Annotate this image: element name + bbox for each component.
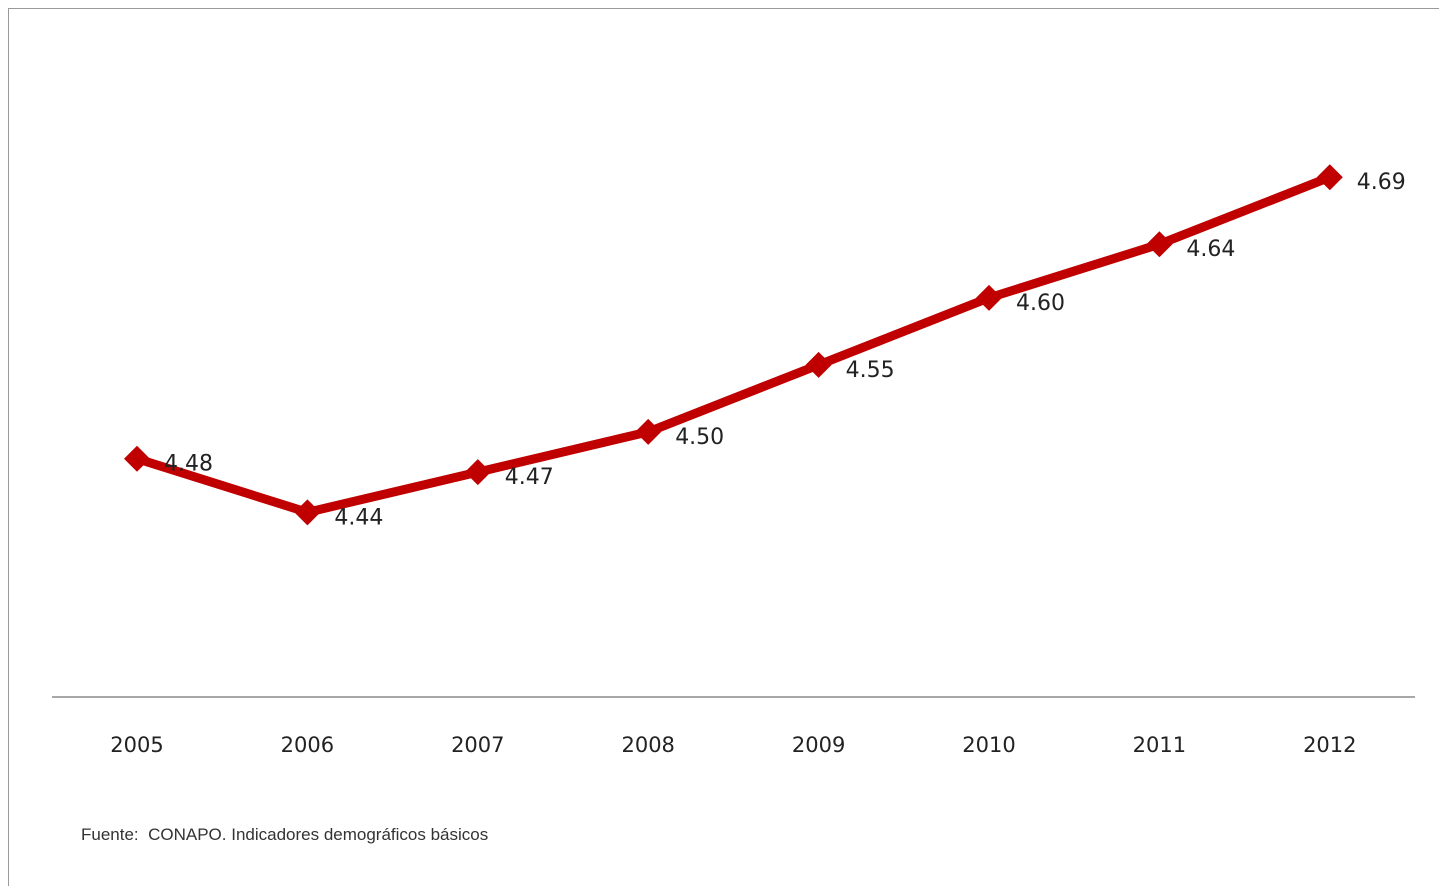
data-label: 4.69 <box>1357 170 1406 195</box>
data-label: 4.48 <box>164 452 213 477</box>
x-tick-label: 2007 <box>451 733 504 757</box>
data-point-marker <box>805 351 832 378</box>
data-point-marker <box>1146 231 1173 258</box>
source-note: Fuente: CONAPO. Indicadores demográficos… <box>81 825 489 844</box>
data-point-marker <box>1316 164 1343 191</box>
x-tick-label: 2011 <box>1133 733 1186 757</box>
data-label: 4.64 <box>1186 237 1235 262</box>
data-point-marker <box>976 284 1002 311</box>
data-label: 4.50 <box>675 425 724 450</box>
data-label: 4.55 <box>846 358 895 383</box>
x-tick-label: 2010 <box>962 733 1015 757</box>
data-point-marker <box>294 499 321 526</box>
x-tick-label: 2012 <box>1303 733 1356 757</box>
data-label: 4.60 <box>1016 291 1065 316</box>
x-tick-label: 2005 <box>110 733 163 757</box>
data-point-marker <box>464 459 491 486</box>
data-point-marker <box>124 445 150 472</box>
x-tick-labels: 2005 2006 2007 2008 2009 2010 2011 2012 <box>110 733 1356 757</box>
x-tick-label: 2009 <box>792 733 845 757</box>
x-tick-label: 2008 <box>621 733 674 757</box>
data-label: 4.47 <box>505 465 554 490</box>
series-line <box>132 172 1335 517</box>
data-point-marker <box>635 418 662 445</box>
series-markers <box>124 164 1343 526</box>
chart-frame <box>8 8 1439 886</box>
x-tick-label: 2006 <box>281 733 334 757</box>
data-labels: 4.48 4.44 4.47 4.50 4.55 4.60 4.64 4.69 <box>164 170 1406 530</box>
data-label: 4.44 <box>334 505 383 530</box>
